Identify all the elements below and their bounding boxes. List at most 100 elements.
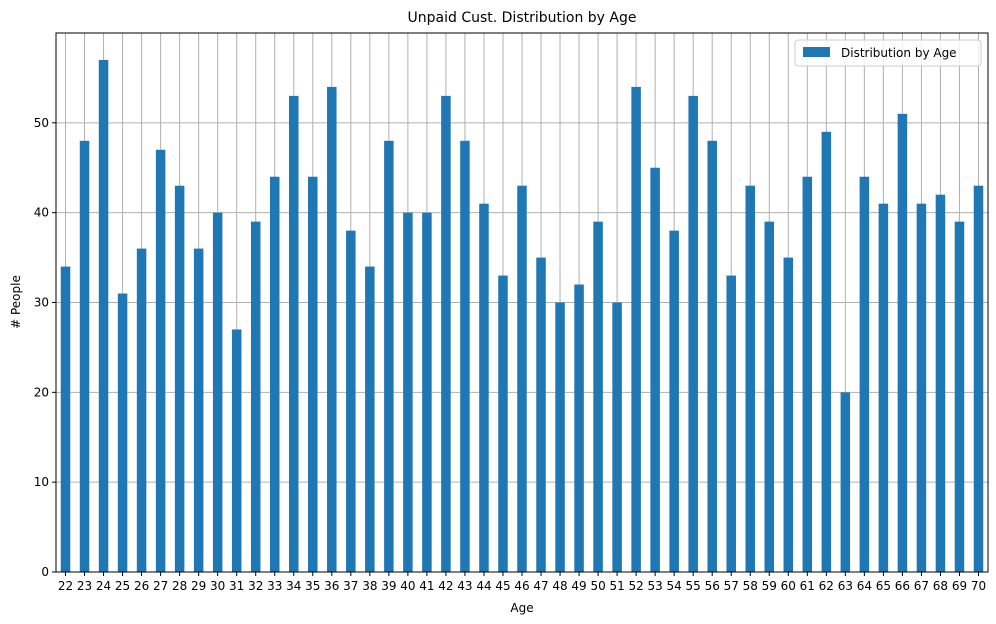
x-axis: 22 23 24 25 26 27 28 29 30 31 32 33 34 35 36 37 38 39 40 41… [58,572,986,593]
bar-54 [669,230,679,572]
y-tick-label: 30 [34,296,49,310]
bar-58 [745,185,755,572]
x-tick-label: 27 [153,579,168,593]
x-tick-label: 29 [191,579,206,593]
x-tick-label: 63 [838,579,853,593]
x-tick-label: 34 [286,579,301,593]
legend-box [794,39,982,67]
x-tick-label: 53 [648,579,663,593]
x-tick-label: 43 [457,579,472,593]
x-tick-label: 39 [381,579,396,593]
bar-48 [555,302,565,572]
x-tick-label: 61 [800,579,815,593]
bar-36 [327,86,337,573]
bar-31 [231,329,242,572]
x-tick-label: 70 [971,579,986,593]
x-tick-label: 51 [609,579,624,593]
bar-57 [726,275,736,572]
y-tick-label: 20 [34,385,49,399]
x-tick-label: 55 [686,579,701,593]
bar-41 [422,212,432,572]
bar-22 [60,266,71,572]
bar-23 [79,140,90,573]
bar-38 [365,266,375,572]
bar-62 [821,131,832,573]
bar-64 [859,176,870,572]
y-tick-label: 10 [34,475,49,489]
bar-33 [269,176,280,572]
x-tick-label: 50 [590,579,605,593]
bar-50 [593,221,603,572]
bar-28 [174,185,185,572]
x-tick-label: 30 [210,579,225,593]
x-tick-label: 54 [667,579,682,593]
x-tick-label: 58 [743,579,758,593]
x-tick-label: 49 [571,579,586,593]
x-tick-label: 41 [419,579,434,593]
bar-40 [403,212,413,572]
x-tick-label: 32 [248,579,263,593]
x-tick-label: 47 [533,579,548,593]
bar-51 [612,302,622,572]
bar-68 [935,194,946,572]
x-tick-label: 60 [781,579,796,593]
bar-26 [136,248,147,572]
x-tick-label: 38 [362,579,377,593]
bar-24 [98,59,109,572]
bar-34 [289,95,299,572]
bar-63 [840,392,851,572]
x-tick-label: 66 [895,579,910,593]
y-tick-label: 0 [41,565,49,579]
x-tick-label: 64 [857,579,872,593]
bar-45 [498,275,508,572]
bar-55 [688,95,698,572]
bar-29 [193,248,204,572]
bar-47 [536,257,546,572]
x-axis-label: Age [510,601,533,615]
bar-59 [764,221,775,572]
x-tick-label: 24 [96,579,111,593]
x-tick-label: 65 [876,579,891,593]
x-tick-label: 28 [172,579,187,593]
bar-35 [308,176,318,572]
x-tick-label: 59 [762,579,777,593]
y-tick-label: 40 [34,206,49,220]
chart-title: Unpaid Cust. Distribution by Age [408,10,637,26]
x-tick-label: 25 [115,579,130,593]
x-tick-label: 35 [305,579,320,593]
x-tick-label: 44 [476,579,491,593]
bar-56 [707,140,717,573]
x-tick-label: 31 [229,579,244,593]
x-tick-label: 62 [819,579,834,593]
bar-60 [783,257,794,572]
x-tick-label: 69 [952,579,967,593]
bar-30 [212,212,223,572]
x-tick-label: 46 [514,579,529,593]
x-tick-label: 42 [438,579,453,593]
x-tick-label: 52 [628,579,643,593]
x-tick-label: 37 [343,579,358,593]
bar-52 [631,86,641,573]
x-tick-label: 40 [400,579,415,593]
x-tick-label: 22 [58,579,73,593]
bar-65 [878,203,889,572]
bar-53 [650,167,660,572]
bar-46 [517,185,527,572]
bar-25 [117,293,128,572]
x-tick-label: 68 [933,579,948,593]
legend-swatch [803,47,830,57]
x-tick-label: 23 [77,579,92,593]
x-tick-label: 36 [324,579,339,593]
bar-69 [954,221,965,572]
bar-70 [973,185,984,572]
x-tick-label: 57 [724,579,739,593]
bar-66 [897,113,908,572]
bar-67 [916,203,927,572]
bar-49 [574,284,584,572]
legend-label: Distribution by Age [841,46,957,60]
legend: Distribution by Age [794,39,982,67]
bar-44 [479,203,489,572]
y-axis-label: # People [9,275,23,329]
bars [60,59,984,573]
